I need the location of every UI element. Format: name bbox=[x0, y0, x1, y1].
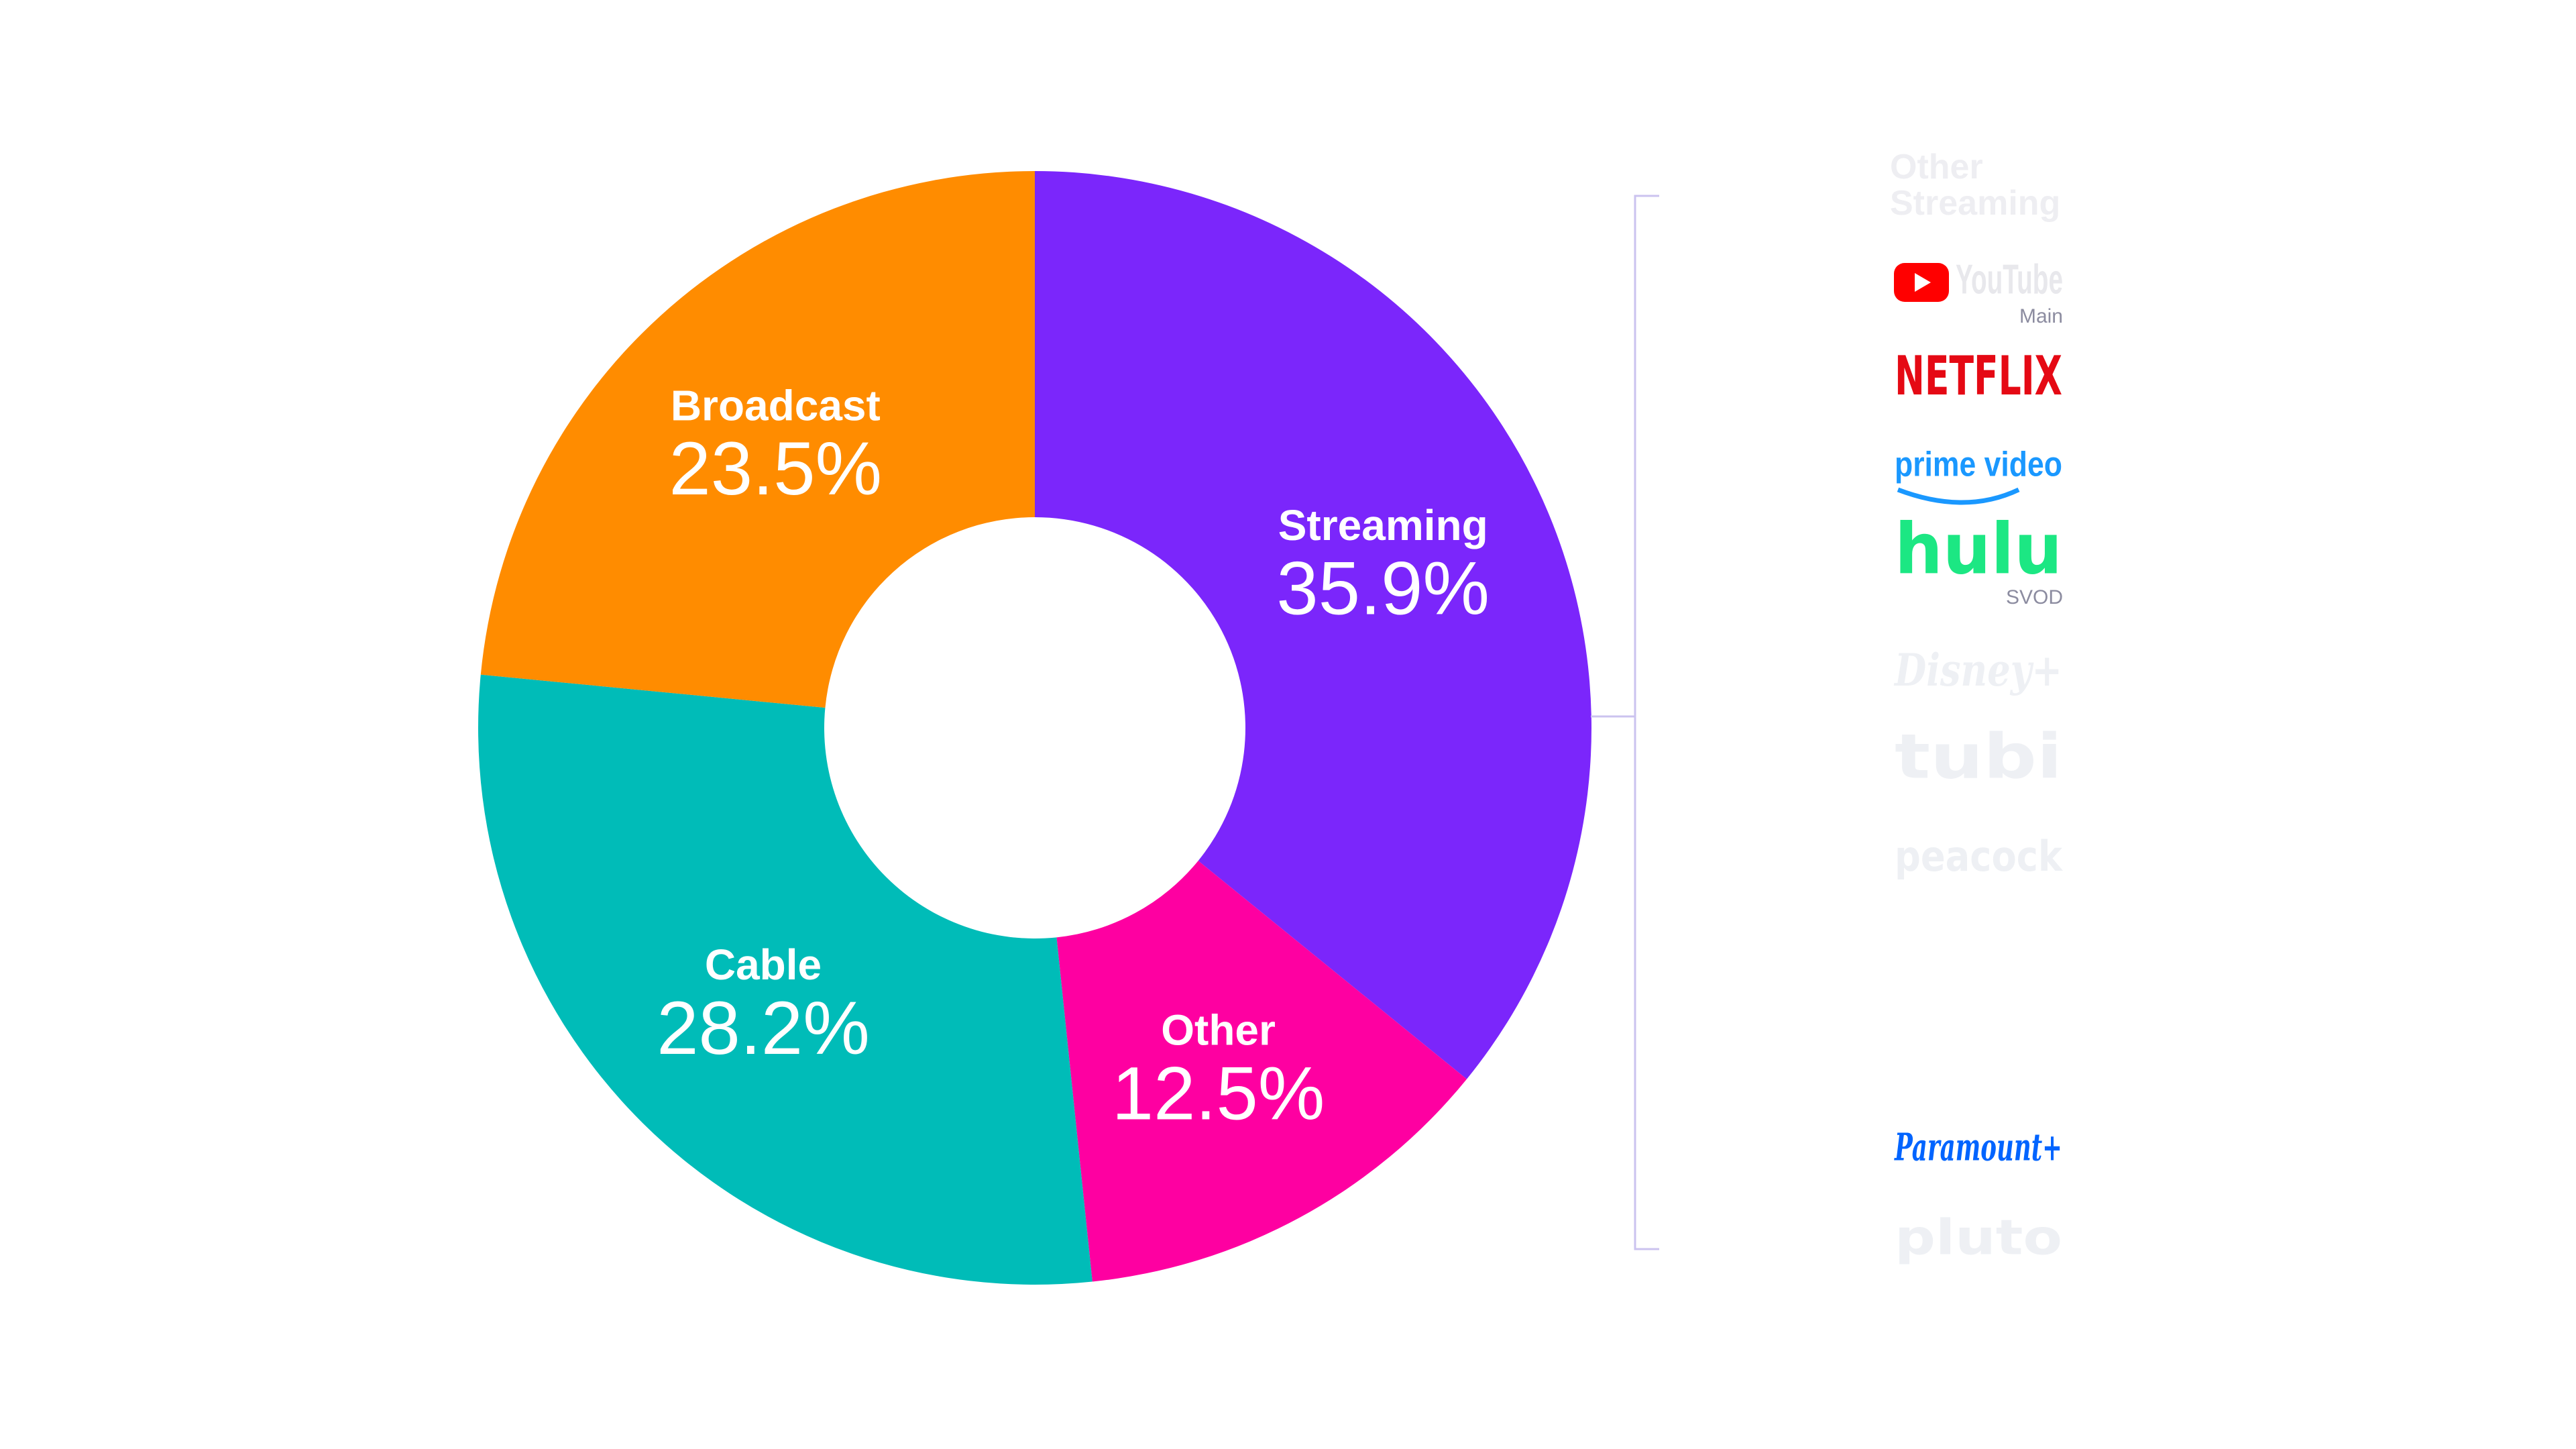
slice-value: 12.5% bbox=[1112, 1051, 1325, 1135]
logo-text: Disney+ bbox=[1893, 644, 2062, 696]
slice-label: Cable bbox=[705, 941, 822, 989]
logo-text: Paramount+ bbox=[1894, 1126, 2062, 1170]
logo-text: YouTube bbox=[1956, 256, 2063, 303]
logo-text: tubi bbox=[1895, 720, 2062, 792]
donut-slice bbox=[1056, 861, 1467, 1282]
logo-text: pluto bbox=[1895, 1210, 2062, 1266]
panel-title: Other Streaming bbox=[1890, 148, 2061, 223]
youtube-play bbox=[1915, 273, 1931, 292]
slice-label: Other bbox=[1161, 1006, 1276, 1055]
slice-value: 35.9% bbox=[1276, 547, 1490, 631]
bracket bbox=[1591, 195, 1659, 1250]
slice-value: 28.2% bbox=[657, 986, 870, 1070]
prime-smile bbox=[1897, 487, 2020, 505]
logo-note: SVOD bbox=[2006, 586, 2063, 608]
donut-slice bbox=[1035, 171, 1591, 1079]
donut-slice bbox=[480, 171, 1035, 708]
slice-value: 23.5% bbox=[669, 427, 883, 511]
logo-note: Main bbox=[2019, 305, 2063, 327]
logo-text: NETFLIX bbox=[1895, 345, 2062, 407]
logo-text: hulu bbox=[1895, 508, 2062, 590]
logo-text: prime video bbox=[1895, 445, 2062, 484]
logo-text: peacock bbox=[1895, 832, 2064, 881]
slice-label: Broadcast bbox=[671, 381, 881, 429]
slice-label: Streaming bbox=[1278, 501, 1488, 549]
donut-slice bbox=[478, 674, 1093, 1285]
